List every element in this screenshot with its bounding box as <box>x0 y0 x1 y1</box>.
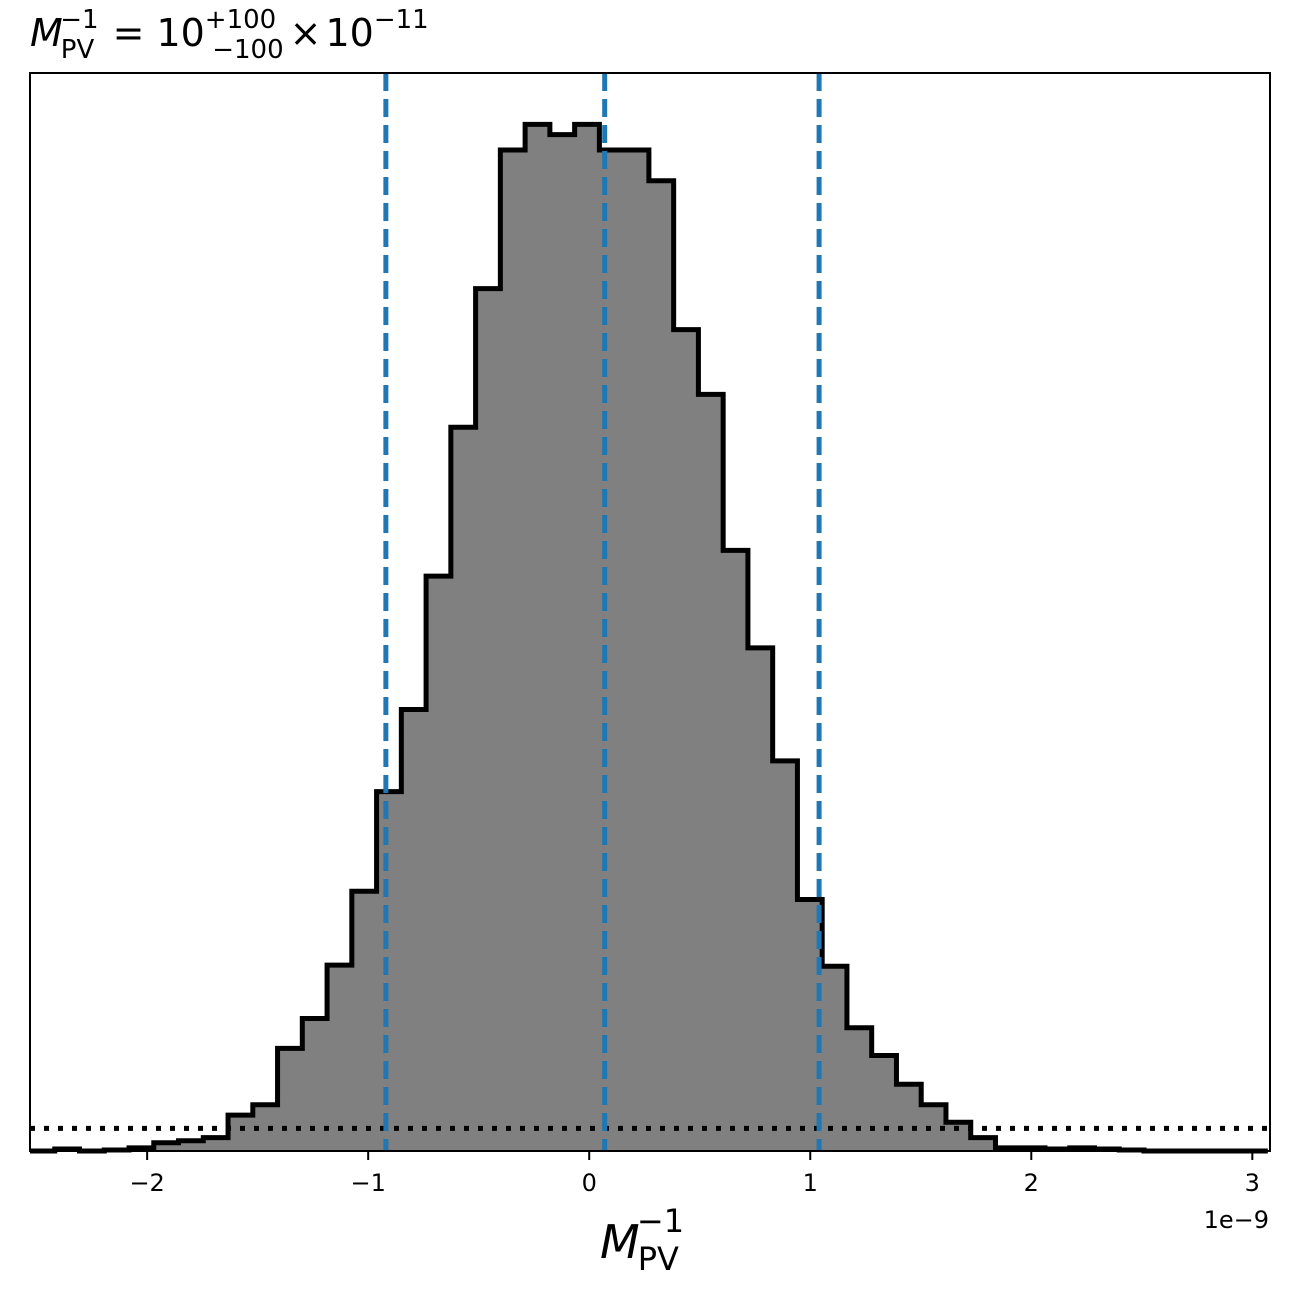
histogram-bar <box>846 1027 873 1151</box>
x-tick-label: 0 <box>582 1169 597 1197</box>
plot-frame <box>29 72 1271 1152</box>
histogram-bar <box>871 1055 897 1151</box>
histogram-bar <box>203 1137 229 1151</box>
xlabel-sub: PV <box>638 1240 679 1278</box>
svg-text:MPV−1=10+100−100×10−11: MPV−1 = 10+100 −100 × 10−11 <box>30 5 429 65</box>
histogram-bar <box>228 1115 254 1151</box>
histogram-bar <box>772 760 798 1151</box>
x-tick-label: 3 <box>1245 1169 1260 1197</box>
histogram-bar <box>450 427 477 1151</box>
x-tick-label: −1 <box>350 1169 385 1197</box>
histogram-bar <box>327 965 353 1151</box>
histogram-bar <box>376 791 402 1151</box>
title-mantissa: 10 <box>156 11 204 55</box>
histogram-bar <box>648 180 675 1152</box>
histogram-bar <box>698 394 724 1151</box>
title-exp-base: 10 <box>325 11 373 55</box>
histogram-bar <box>822 966 848 1151</box>
title-symbol: M <box>30 11 63 55</box>
histogram-bar <box>178 1140 204 1151</box>
histogram-bar <box>574 124 600 1151</box>
histogram-bar <box>896 1084 922 1151</box>
title-symbol-sup: −1 <box>60 5 98 35</box>
histogram-bar <box>970 1137 996 1151</box>
title-symbol-sub: PV <box>61 35 95 65</box>
svg-text:MPV−1: MPV−1 <box>600 1202 684 1278</box>
histogram-bar <box>747 647 774 1151</box>
histogram-bar <box>723 550 749 1151</box>
histogram-bar <box>525 124 551 1151</box>
histogram-bars <box>54 124 1145 1152</box>
x-tick-label: 2 <box>1024 1169 1039 1197</box>
x-axis-ticks: −2 −1 0 1 2 3 <box>129 1151 1260 1197</box>
x-tick-label: −2 <box>129 1169 164 1197</box>
histogram-bar <box>500 150 526 1151</box>
title-upper-error: +100 <box>205 5 276 35</box>
xlabel-symbol: M <box>600 1215 640 1269</box>
histogram-bar <box>401 709 427 1151</box>
title-equals: = <box>113 11 145 55</box>
histogram-bar <box>475 288 501 1152</box>
title-times: × <box>290 11 322 55</box>
title-lower-error: −100 <box>212 35 283 65</box>
histogram-bar <box>277 1048 303 1151</box>
histogram-bar <box>426 576 452 1151</box>
histogram-bar <box>549 134 576 1152</box>
x-tick-label: 1 <box>803 1169 818 1197</box>
histogram-bar <box>302 1018 328 1151</box>
title-exponent: −11 <box>374 5 429 35</box>
x-axis-label: MPV−1 <box>600 1202 684 1278</box>
chart-title: MPV−1 = 10+100 −100 × 10−11 <box>30 5 429 65</box>
histogram-bar <box>351 891 378 1151</box>
histogram-bar <box>153 1142 180 1151</box>
x-offset-label: 1e−9 <box>1204 1206 1269 1234</box>
histogram-bar <box>624 150 650 1151</box>
histogram-bar <box>673 329 699 1152</box>
quantile-lines <box>383 73 822 1151</box>
xlabel-sup: −1 <box>637 1202 684 1240</box>
